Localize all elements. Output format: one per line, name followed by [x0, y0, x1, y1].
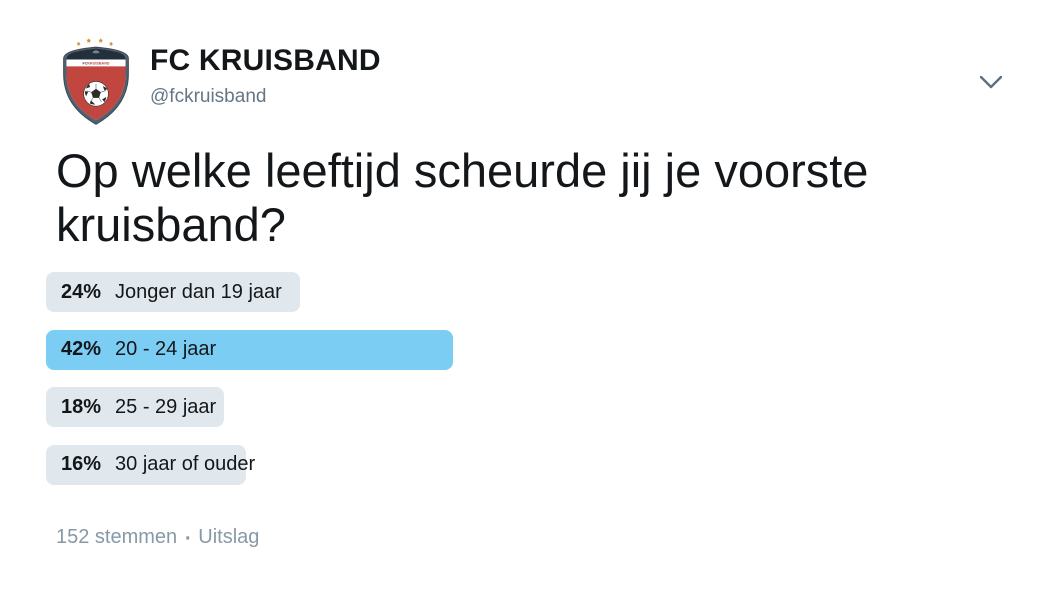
svg-text:FCKRUISBAND: FCKRUISBAND — [82, 61, 109, 65]
